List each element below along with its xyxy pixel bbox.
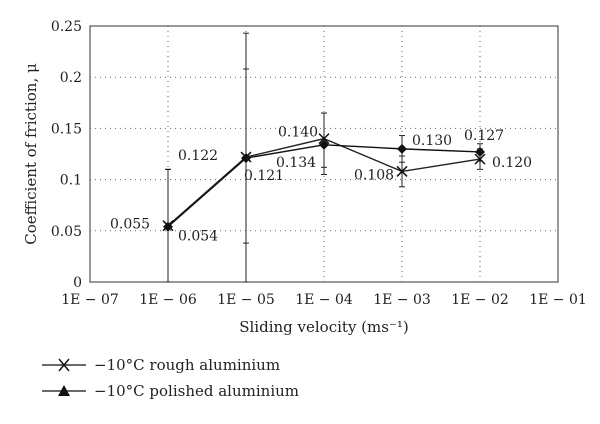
y-tick-label: 0.25 xyxy=(51,19,82,35)
x-marker xyxy=(396,165,408,177)
data-point-rough xyxy=(318,133,330,145)
data-point-polished xyxy=(397,143,407,154)
data-point-polished xyxy=(319,139,329,150)
series-markers xyxy=(162,133,486,232)
y-tick-label: 0.15 xyxy=(51,121,82,137)
data-label: 0.120 xyxy=(492,155,532,171)
legend-item-polished: −10°C polished aluminium xyxy=(40,380,299,402)
x-marker xyxy=(474,153,486,165)
friction-chart: 1E − 07 1E − 06 1E − 05 1E − 04 1E − 03 1E − … xyxy=(22,19,587,336)
data-label: 0.122 xyxy=(178,148,218,164)
data-label: 0.140 xyxy=(278,125,318,141)
triangle-marker-icon xyxy=(42,385,86,396)
data-point-polished xyxy=(475,146,485,157)
legend-label-polished: −10°C polished aluminium xyxy=(94,382,299,400)
data-label: 0.134 xyxy=(276,155,316,171)
data-label: 0.130 xyxy=(412,133,452,149)
data-label: 0.127 xyxy=(464,128,504,144)
y-tick-label: 0 xyxy=(73,275,82,291)
data-label: 0.054 xyxy=(178,229,218,245)
x-axis-label: Sliding velocity (ms⁻¹) xyxy=(239,318,409,336)
x-tick-label: 1E − 05 xyxy=(217,292,275,308)
data-label: 0.121 xyxy=(244,168,284,184)
data-point-polished xyxy=(163,221,173,232)
data-point-rough xyxy=(474,153,486,165)
legend-label-rough: −10°C rough aluminium xyxy=(94,356,281,374)
x-marker xyxy=(318,133,330,145)
y-tick-label: 0.05 xyxy=(51,224,82,240)
y-axis-label: Coefficient of friction, μ xyxy=(22,63,40,245)
x-tick-label: 1E − 03 xyxy=(373,292,431,308)
grid-lines xyxy=(90,26,558,282)
data-label: 0.108 xyxy=(354,167,394,183)
data-labels: 0.055 0.122 0.140 0.108 0.120 0.054 0.1210.134… xyxy=(110,125,532,245)
data-label: 0.055 xyxy=(110,217,150,233)
x-tick-label: 1E − 07 xyxy=(61,292,119,308)
y-tick-label: 0.2 xyxy=(60,70,82,86)
data-point-rough xyxy=(396,165,408,177)
legend-item-rough: −10°C rough aluminium xyxy=(40,354,280,376)
data-point-polished xyxy=(241,153,251,164)
legend: −10°C rough aluminium −10°C polished alu… xyxy=(40,354,440,414)
y-tick-label: 0.1 xyxy=(60,173,82,189)
x-tick-label: 1E − 06 xyxy=(139,292,197,308)
y-axis-ticks: 0 0.05 0.1 0.15 0.2 0.25 xyxy=(51,19,82,291)
x-tick-label: 1E − 01 xyxy=(529,292,587,308)
x-tick-label: 1E − 02 xyxy=(451,292,509,308)
x-tick-label: 1E − 04 xyxy=(295,292,353,308)
x-axis-ticks: 1E − 07 1E − 06 1E − 05 1E − 04 1E − 03 1E − … xyxy=(61,292,587,308)
x-marker-icon xyxy=(42,358,86,372)
